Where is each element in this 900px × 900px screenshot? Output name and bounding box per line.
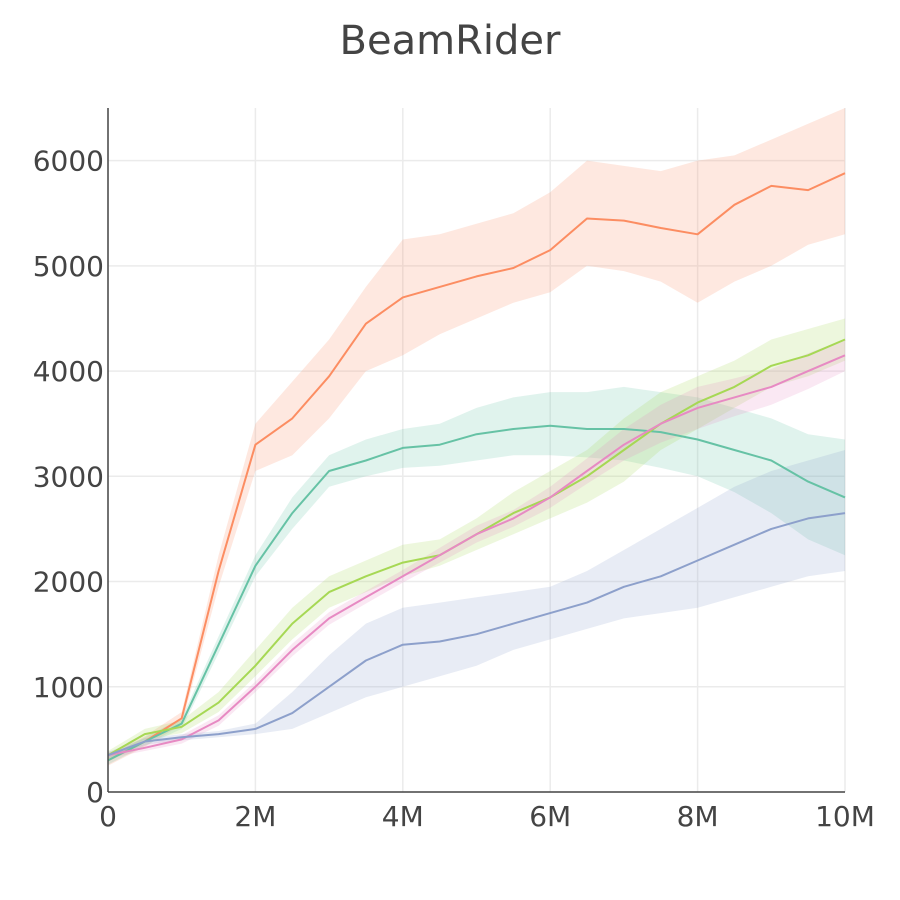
- x-tick-label-5: 10M: [815, 800, 875, 833]
- x-tick-label-0: 0: [99, 800, 117, 833]
- chart-title: BeamRider: [340, 18, 561, 64]
- series-band-3: [108, 339, 845, 759]
- series-band-0: [108, 108, 845, 766]
- x-tick-label-1: 2M: [234, 800, 276, 833]
- y-tick-label-5: 5000: [33, 250, 104, 283]
- y-tick-label-3: 3000: [33, 460, 104, 493]
- y-tick-label-0: 0: [86, 776, 104, 809]
- x-tick-label-2: 4M: [382, 800, 424, 833]
- y-tick-label-1: 1000: [33, 671, 104, 704]
- y-tick-label-2: 2000: [33, 566, 104, 599]
- series-band-4: [108, 450, 845, 759]
- series-lines: [107, 172, 846, 762]
- series-line-0: [107, 172, 846, 762]
- series-line-4: [107, 512, 846, 757]
- tick-labels: 0 1000 2000 3000 4000 5000 6000 0 2M 4M 6M 8M 10M: [33, 145, 875, 833]
- confidence-bands: [108, 108, 845, 766]
- series-band-2: [108, 318, 845, 760]
- axes: [107, 108, 845, 793]
- series-line-3: [107, 354, 846, 757]
- series-line-1: [107, 424, 846, 762]
- y-tick-label-6: 6000: [33, 145, 104, 178]
- gridlines: [108, 108, 846, 792]
- x-tick-label-4: 8M: [677, 800, 719, 833]
- y-tick-label-4: 4000: [33, 355, 104, 388]
- x-tick-label-3: 6M: [529, 800, 571, 833]
